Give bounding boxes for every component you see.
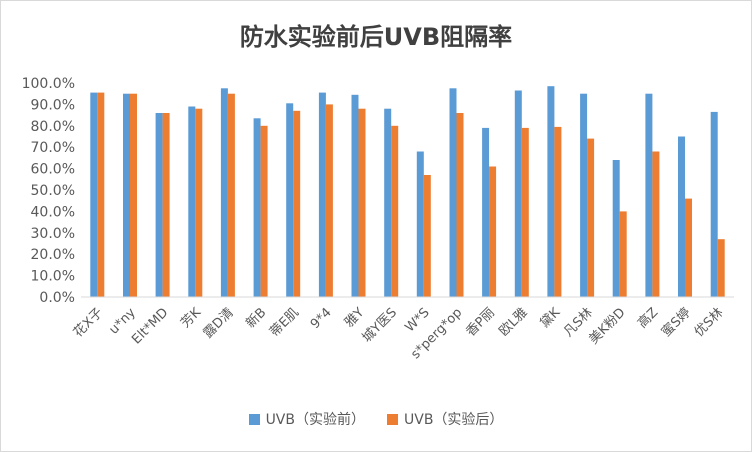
bar-after bbox=[293, 110, 301, 297]
bar-before bbox=[514, 90, 522, 297]
legend-swatch-before bbox=[248, 413, 260, 425]
y-tick-label: 70.0% bbox=[31, 140, 75, 156]
y-tick-label: 100.0% bbox=[22, 76, 75, 92]
bar-before bbox=[449, 88, 457, 297]
bar-after bbox=[521, 127, 529, 298]
y-tick-label: 0.0% bbox=[39, 290, 75, 306]
bar-before bbox=[155, 113, 163, 297]
y-tick-label: 60.0% bbox=[31, 162, 75, 178]
bar-after bbox=[489, 166, 497, 297]
x-category-label: 城Y医S bbox=[360, 305, 400, 345]
bar-before bbox=[384, 108, 392, 297]
x-category-label: 新B bbox=[243, 305, 270, 332]
x-category-label: 9*4 bbox=[308, 305, 335, 332]
x-category-label: 雅Y bbox=[342, 305, 367, 330]
legend-label-before: UVB（实验前） bbox=[265, 412, 365, 428]
x-category-label: 高Z bbox=[634, 304, 661, 331]
y-tick-label: 90.0% bbox=[31, 97, 75, 113]
bar-after bbox=[391, 125, 399, 297]
bar-after bbox=[652, 151, 660, 297]
x-category-label: 欧L雅 bbox=[496, 305, 530, 339]
bar-before bbox=[123, 93, 130, 297]
x-category-label: 露D清 bbox=[201, 305, 237, 341]
bar-before bbox=[351, 94, 359, 297]
plot-area: 0.0% 10.0% 20.0% 30.0% 40.0% 50.0% 60.0% 70.0% 8… bbox=[22, 76, 734, 362]
bar-after bbox=[619, 211, 627, 297]
x-category-label: Elt*MD bbox=[129, 305, 171, 347]
bar-before bbox=[90, 92, 98, 297]
chart-title: 防水实验前后UVB阻隔率 bbox=[239, 23, 513, 51]
x-category-label: 蒂E肌 bbox=[267, 305, 302, 340]
bar-after bbox=[717, 239, 725, 297]
bar-after bbox=[423, 175, 431, 297]
legend-item-before: UVB（实验前） bbox=[248, 409, 365, 429]
y-tick-label: 50.0% bbox=[31, 183, 75, 199]
bar-before bbox=[188, 106, 196, 297]
legend-item-after: UVB（实验后） bbox=[387, 409, 503, 429]
x-category-label: 黛K bbox=[537, 305, 563, 331]
x-category-label: 优S林 bbox=[692, 305, 727, 340]
bar-after bbox=[456, 113, 464, 297]
legend-swatch-after bbox=[387, 413, 398, 425]
legend-label-after: UVB（实验后） bbox=[404, 412, 504, 428]
bar-after bbox=[685, 198, 692, 297]
bar-before bbox=[580, 93, 588, 297]
bar-after bbox=[260, 125, 268, 297]
bar-after bbox=[162, 113, 170, 297]
x-category-label: 花X子 bbox=[70, 305, 106, 341]
x-category-label: 蜜S婷 bbox=[658, 305, 694, 341]
bar-before bbox=[612, 160, 620, 297]
bar-after bbox=[227, 93, 235, 297]
y-tick-label: 80.0% bbox=[31, 119, 75, 135]
bar-after bbox=[554, 126, 562, 298]
bar-after bbox=[97, 92, 105, 297]
bar-before bbox=[645, 93, 653, 297]
y-tick-label: 30.0% bbox=[31, 226, 75, 242]
bar-before bbox=[678, 136, 685, 297]
x-category-label: 美K粉D bbox=[586, 305, 628, 347]
y-tick-label: 10.0% bbox=[31, 269, 75, 285]
bar-before bbox=[710, 111, 718, 298]
bar-before bbox=[482, 127, 490, 298]
bar-after bbox=[325, 104, 333, 298]
legend: UVB（实验前） UVB（实验后） bbox=[1, 409, 751, 429]
bar-before bbox=[318, 92, 326, 297]
bar-before bbox=[220, 88, 228, 297]
bar-after bbox=[587, 138, 595, 297]
x-category-label: 香P丽 bbox=[463, 305, 498, 340]
bar-before bbox=[253, 118, 261, 297]
bar-after bbox=[358, 108, 366, 297]
bar-after bbox=[130, 93, 137, 297]
bar-before bbox=[547, 86, 555, 297]
bar-after bbox=[195, 108, 203, 297]
bar-before bbox=[286, 103, 294, 297]
y-tick-label: 20.0% bbox=[31, 247, 75, 263]
bar-before bbox=[416, 151, 424, 297]
x-category-label: 芳K bbox=[178, 305, 204, 331]
y-tick-label: 40.0% bbox=[31, 204, 75, 220]
